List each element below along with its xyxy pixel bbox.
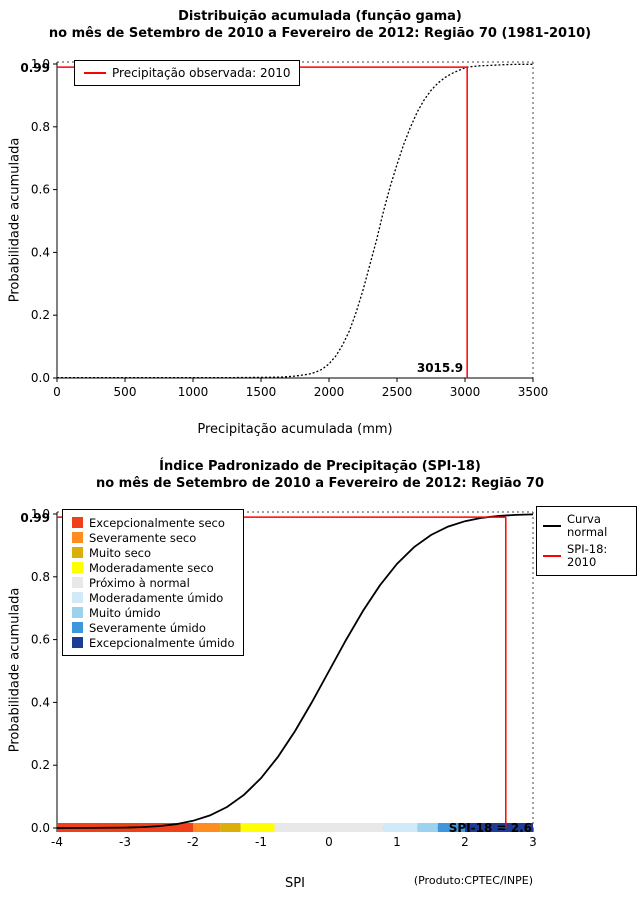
spi-category-bar-segment [240, 823, 275, 832]
spi-category-item: Excepcionalmente úmido [72, 635, 234, 650]
gamma-cdf-figure: 0 500 1000 1500 2000 2500 3000 3500 0.0 0.2 0.4 0.6… [0, 8, 640, 437]
x-axis-label: Precipitação acumulada (mm) [197, 422, 393, 437]
category-label: Excepcionalmente úmido [89, 635, 235, 650]
y-tick-label: 1.0 [31, 57, 50, 71]
spi-category-bar-segment [274, 823, 384, 832]
x-tick-label: 0 [53, 385, 61, 399]
legend-line-sample [84, 72, 106, 74]
spi-category-bar-segment [437, 823, 465, 832]
spi-category-bar-segment [417, 823, 438, 832]
curve-legend-item: Curva normal [543, 511, 630, 541]
category-color-swatch [72, 547, 83, 558]
legend-line-sample [543, 555, 561, 557]
chart-title-line2: no mês de Setembro de 2010 a Fevereiro d… [48, 26, 592, 41]
spi-category-item: Excepcionalmente seco [72, 515, 234, 530]
spi-category-item: Moderadamente seco [72, 560, 234, 575]
spi-category-item: Próximo à normal [72, 575, 234, 590]
chart-title-line2: no mês de Setembro de 2010 a Fevereiro d… [95, 476, 545, 491]
spi-cdf-figure: -4 -3 -2 -1 0 1 2 3 0.0 0.2 0.4 0.6 0.8 1.0 0.99 SPI-18… [0, 450, 640, 900]
x-tick-label: 1 [393, 835, 401, 849]
x-tick-label: 2500 [382, 385, 413, 399]
x-tick-label: -4 [51, 835, 63, 849]
category-color-swatch [72, 577, 83, 588]
y-tick-label: 1.0 [31, 507, 50, 521]
spi-category-item: Muito úmido [72, 605, 234, 620]
legend-item: Precipitação observada: 2010 [84, 65, 290, 81]
x-tick-label: 2 [461, 835, 469, 849]
legend-line-sample [543, 525, 561, 527]
curves-legend: Curva normal SPI-18: 2010 [536, 506, 637, 576]
y-tick-label: 0.8 [31, 120, 50, 134]
y-tick-label: 0.8 [31, 570, 50, 584]
x-tick-label: 3000 [450, 385, 481, 399]
curve-legend-item: SPI-18: 2010 [543, 541, 630, 571]
x-tick-label: -3 [119, 835, 131, 849]
category-label: Moderadamente seco [89, 560, 214, 575]
category-label: Severamente úmido [89, 620, 206, 635]
y-tick-label: 0.6 [31, 633, 50, 647]
y-axis-label: Probabilidade acumulada [7, 137, 23, 303]
chart-title-line1: Índice Padronizado de Precipitação (SPI-… [159, 459, 481, 474]
plot-area [57, 62, 533, 378]
category-label: Moderadamente úmido [89, 590, 224, 605]
reference-value-label: SPI-18 = 2.6 [449, 821, 532, 835]
legend-item-label: Precipitação observada: 2010 [112, 66, 291, 80]
category-color-swatch [72, 517, 83, 528]
category-label: Muito úmido [89, 605, 161, 620]
gamma-cdf-plot: 0 500 1000 1500 2000 2500 3000 3500 0.0 0.2 0.4 0.6… [20, 57, 549, 399]
x-axis-label: SPI [285, 876, 305, 891]
spi-category-item: Severamente úmido [72, 620, 234, 635]
x-tick-label: 1000 [178, 385, 209, 399]
y-tick-label: 0.4 [31, 695, 50, 709]
category-label: Muito seco [89, 545, 152, 560]
category-label: Severamente seco [89, 530, 197, 545]
spi-cdf-curve [56, 513, 534, 829]
curve-legend-label: SPI-18: 2010 [567, 542, 608, 569]
chart-title: Distribuição acumulada (função gama) no … [0, 8, 640, 42]
category-color-swatch [72, 637, 83, 648]
probability-annotation: 0.99 [20, 61, 50, 75]
category-color-swatch [72, 532, 83, 543]
spi-category-item: Muito seco [72, 545, 234, 560]
y-tick-label: 0.0 [31, 821, 50, 835]
spi-categories-legend: Excepcionalmente seco Severamente seco Mui… [62, 509, 245, 656]
category-color-swatch [72, 592, 83, 603]
x-tick-label: 500 [114, 385, 137, 399]
x-tick-label: 3 [529, 835, 537, 849]
x-tick-label: -1 [255, 835, 267, 849]
spi-category-bar-segment [383, 823, 418, 832]
category-color-swatch [72, 607, 83, 618]
y-tick-label: 0.0 [31, 371, 50, 385]
x-tick-label: 0 [325, 835, 333, 849]
spi-category-bar-segment [465, 823, 533, 832]
spi-category-bar-segment [220, 823, 241, 832]
spi-category-item: Severamente seco [72, 530, 234, 545]
spi-category-bar-segment [193, 823, 221, 832]
product-footnote: (Produto:CPTEC/INPE) [413, 874, 533, 887]
x-tick-label: -2 [187, 835, 199, 849]
y-tick-label: 0.4 [31, 245, 50, 259]
chart-title-line1: Distribuição acumulada (função gama) [178, 9, 462, 24]
x-tick-label: 3500 [518, 385, 549, 399]
reference-value-label: 3015.9 [417, 361, 463, 375]
category-label: Excepcionalmente seco [89, 515, 225, 530]
curve-legend-label: Curva normal [567, 512, 608, 539]
spi-category-item: Moderadamente úmido [72, 590, 234, 605]
chart-title: Índice Padronizado de Precipitação (SPI-… [0, 458, 640, 492]
y-tick-label: 0.2 [31, 758, 50, 772]
y-axis-label: Probabilidade acumulada [7, 587, 23, 753]
y-tick-label: 0.2 [31, 308, 50, 322]
x-tick-label: 1500 [246, 385, 277, 399]
category-label: Próximo à normal [89, 575, 190, 590]
y-tick-label: 0.6 [31, 183, 50, 197]
observed-legend: Precipitação observada: 2010 [74, 60, 301, 86]
category-color-swatch [72, 622, 83, 633]
probability-annotation: 0.99 [20, 511, 50, 525]
category-color-swatch [72, 562, 83, 573]
x-tick-label: 2000 [314, 385, 345, 399]
